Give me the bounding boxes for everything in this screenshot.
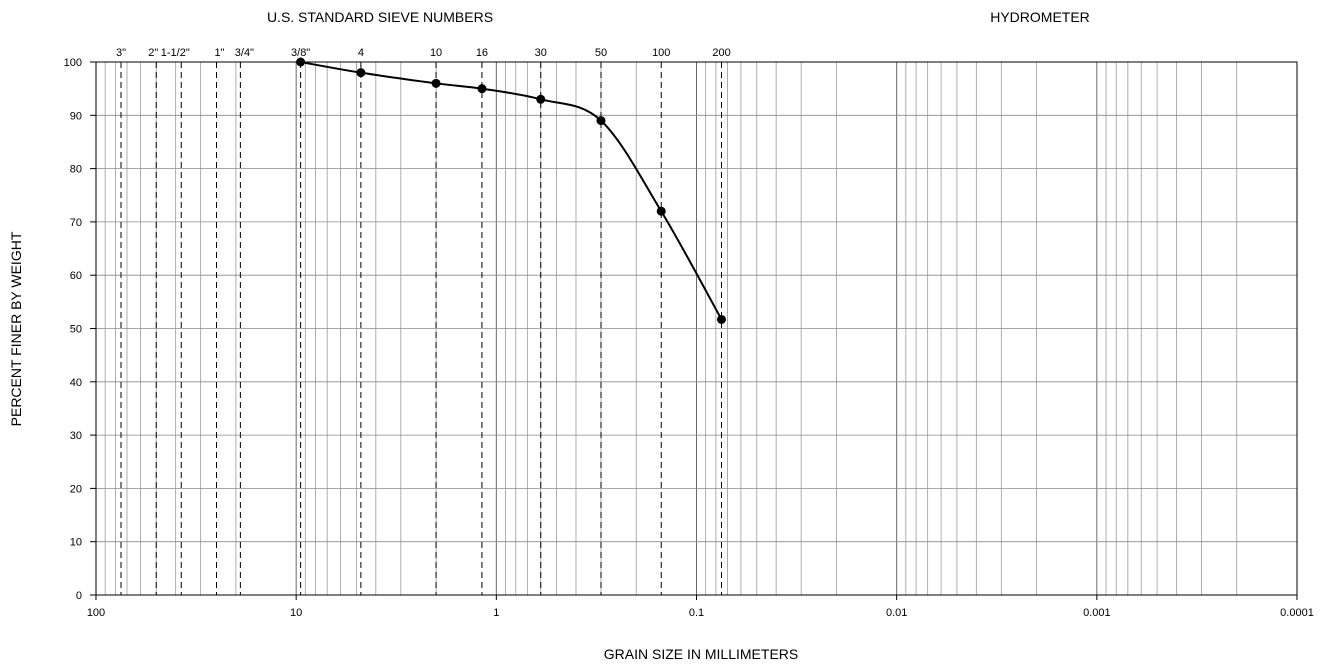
y-tick-label: 80	[70, 164, 82, 176]
y-tick-label: 10	[70, 537, 82, 549]
grid-layer	[95, 61, 1298, 596]
sieve-label: 3/8"	[291, 47, 310, 59]
y-tick-label: 90	[70, 110, 82, 122]
sieve-label: 200	[712, 47, 730, 59]
y-tick-label: 60	[70, 270, 82, 282]
y-tick-label: 40	[70, 377, 82, 389]
y-tick-label: 20	[70, 483, 82, 495]
y-tick-label: 0	[76, 590, 82, 602]
y-tick-label: 100	[64, 57, 82, 69]
plot-frame	[90, 61, 1298, 600]
x-tick-label: 0.0001	[1280, 607, 1314, 619]
sieve-label: 2"	[148, 47, 158, 59]
sieve-label: 100	[652, 47, 670, 59]
title-hydrometer: HYDROMETER	[990, 9, 1090, 25]
sieve-label: 16	[476, 47, 488, 59]
sieve-label: 50	[595, 47, 607, 59]
x-tick-label: 0.1	[689, 607, 704, 619]
gradation-series	[296, 57, 727, 324]
y-tick-label: 70	[70, 217, 82, 229]
title-sieve-numbers: U.S. STANDARD SIEVE NUMBERS	[267, 9, 493, 25]
data-point	[717, 314, 727, 324]
data-point	[431, 78, 441, 88]
data-point	[356, 68, 366, 78]
y-tick-label: 30	[70, 430, 82, 442]
x-axis-label: GRAIN SIZE IN MILLIMETERS	[604, 646, 798, 662]
data-point	[477, 84, 487, 94]
data-point	[296, 57, 306, 67]
sieve-label: 10	[430, 47, 442, 59]
data-point	[536, 94, 546, 104]
sieve-label: 30	[535, 47, 547, 59]
data-point	[596, 116, 606, 126]
sieve-lines	[120, 62, 723, 595]
sieve-label: 3/4"	[235, 47, 254, 59]
sieve-label: 1-1/2"	[161, 47, 190, 59]
x-tick-label: 0.001	[1083, 607, 1111, 619]
data-point	[656, 206, 666, 216]
y-axis-label: PERCENT FINER BY WEIGHT	[8, 231, 24, 426]
y-tick-label: 50	[70, 324, 82, 336]
sieve-label: 1"	[214, 47, 224, 59]
x-tick-label: 10	[290, 607, 302, 619]
sieve-label: 4	[358, 47, 364, 59]
x-tick-label: 100	[87, 607, 105, 619]
x-tick-label: 0.01	[886, 607, 907, 619]
series-line	[300, 61, 723, 320]
label-layer: U.S. STANDARD SIEVE NUMBERS HYDROMETER G…	[8, 9, 1314, 662]
x-tick-label: 1	[493, 607, 499, 619]
sieve-label: 3"	[116, 47, 126, 59]
